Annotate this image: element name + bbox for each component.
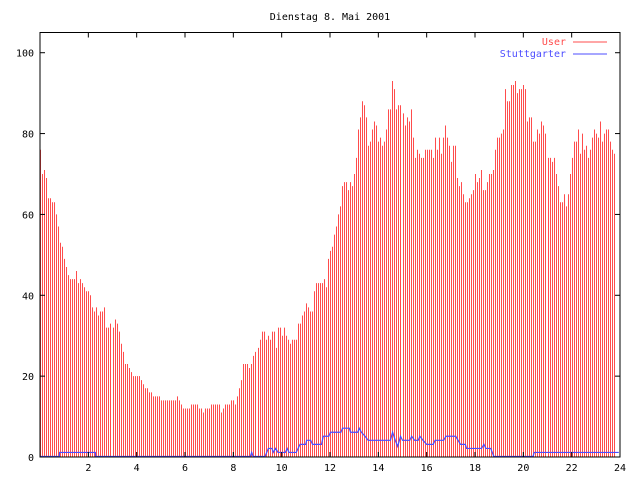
x-tick-label: 8 <box>230 463 236 474</box>
x-tick-label: 10 <box>276 463 288 474</box>
x-tick-label: 22 <box>566 463 578 474</box>
legend: User Stuttgarter <box>500 37 607 60</box>
stuttgarter-line-group <box>40 426 619 458</box>
x-tick-label: 20 <box>517 463 529 474</box>
stuttgarter-line <box>40 426 619 458</box>
x-tick-label: 24 <box>614 463 626 474</box>
x-tick-label: 14 <box>372 463 384 474</box>
x-tick-label: 4 <box>134 463 140 474</box>
legend-label-stuttgarter: Stuttgarter <box>500 49 566 60</box>
y-tick-label: 40 <box>22 291 34 302</box>
y-tick-label: 100 <box>16 49 34 60</box>
x-tick-label: 16 <box>421 463 433 474</box>
legend-label-user: User <box>542 37 566 48</box>
y-tick-label: 60 <box>22 210 34 221</box>
x-tick-label: 12 <box>324 463 336 474</box>
y-tick-label: 0 <box>28 453 34 464</box>
x-tick-label: 18 <box>469 463 481 474</box>
y-tick-label: 20 <box>22 372 34 383</box>
y-tick-label: 80 <box>22 130 34 141</box>
user-impulses <box>40 81 615 457</box>
x-tick-label: 6 <box>182 463 188 474</box>
chart-title: Dienstag 8. Mai 2001 <box>270 12 390 23</box>
x-tick-label: 2 <box>85 463 91 474</box>
